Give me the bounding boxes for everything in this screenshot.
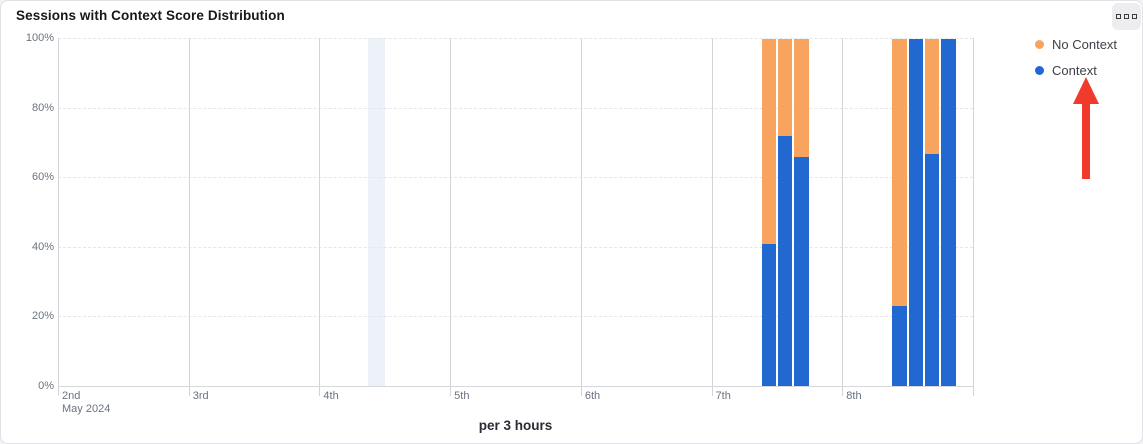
day-gridline <box>450 38 452 396</box>
day-gridline <box>711 38 713 396</box>
bar-segment-no-context[interactable] <box>924 39 940 154</box>
bar-segment-context[interactable] <box>761 243 776 386</box>
y-gridline <box>58 107 973 109</box>
stacked-bar-8th-slot5[interactable] <box>924 39 940 386</box>
legend-label: No Context <box>1052 37 1118 52</box>
bar-segment-context[interactable] <box>941 39 956 386</box>
red-arrow-shaft <box>1082 101 1090 179</box>
more-options-icon <box>1116 14 1121 19</box>
stacked-bar-7th-slot4[interactable] <box>777 39 793 386</box>
day-gridline <box>973 38 974 396</box>
x-axis-label: 7th <box>715 390 731 402</box>
y-axis-label: 60% <box>31 171 54 184</box>
bar-segment-context[interactable] <box>924 153 940 386</box>
y-gridline <box>58 38 973 39</box>
more-options-icon <box>1132 14 1137 19</box>
y-axis-label: 100% <box>25 32 54 44</box>
stacked-bar-8th-slot4[interactable] <box>908 39 923 386</box>
red-arrow-annotation <box>1071 77 1101 179</box>
y-axis-label: 80% <box>31 101 54 114</box>
bar-segment-context[interactable] <box>908 39 923 386</box>
legend-dot-icon <box>1035 40 1044 49</box>
bar-segment-no-context[interactable] <box>892 39 907 307</box>
x-axis-label: 8th <box>846 390 862 402</box>
x-axis-unit-label: per 3 hours <box>478 418 553 433</box>
more-options-icon <box>1124 14 1129 19</box>
red-arrow-head <box>1073 77 1099 104</box>
bar-segment-no-context[interactable] <box>794 39 809 157</box>
y-gridline <box>58 316 973 318</box>
x-axis-line <box>58 386 973 387</box>
day-gridline <box>188 38 190 396</box>
x-axis-label: 5th <box>454 390 470 402</box>
x-axis-label: 4th <box>323 390 339 402</box>
legend-dot-icon <box>1035 66 1044 75</box>
x-axis-label: 2nd <box>62 390 81 402</box>
x-axis-label: 6th <box>584 390 601 402</box>
stacked-bar-8th-slot6[interactable] <box>941 39 956 386</box>
x-axis-sublabel: May 2024 <box>62 403 111 415</box>
bar-segment-context[interactable] <box>794 156 809 386</box>
bar-segment-context[interactable] <box>777 136 793 386</box>
legend-label: Context <box>1052 63 1097 78</box>
y-axis-label: 20% <box>31 310 54 323</box>
day-gridline <box>842 38 844 396</box>
stacked-bar-7th-slot5[interactable] <box>794 39 809 386</box>
legend-item-context[interactable]: Context <box>1035 63 1117 78</box>
day-gridline <box>319 38 321 396</box>
day-gridline <box>58 38 59 396</box>
y-gridline <box>58 246 973 248</box>
chart-legend: No Context Context <box>1035 37 1117 78</box>
day-gridline <box>580 38 582 396</box>
bar-segment-context[interactable] <box>892 306 907 386</box>
chart-title: Sessions with Context Score Distribution <box>16 8 285 23</box>
y-axis-label: 0% <box>38 380 54 392</box>
bar-segment-no-context[interactable] <box>761 39 776 244</box>
legend-item-no-context[interactable]: No Context <box>1035 37 1117 52</box>
highlight-band <box>368 38 385 386</box>
stacked-bar-8th-slot3[interactable] <box>892 39 907 386</box>
x-axis-label: 3rd <box>192 390 209 402</box>
y-gridline <box>58 177 973 179</box>
stacked-bar-7th-slot3[interactable] <box>761 39 776 386</box>
bar-segment-no-context[interactable] <box>777 39 793 137</box>
more-options-button[interactable] <box>1112 3 1141 30</box>
y-axis-label: 40% <box>31 240 54 253</box>
